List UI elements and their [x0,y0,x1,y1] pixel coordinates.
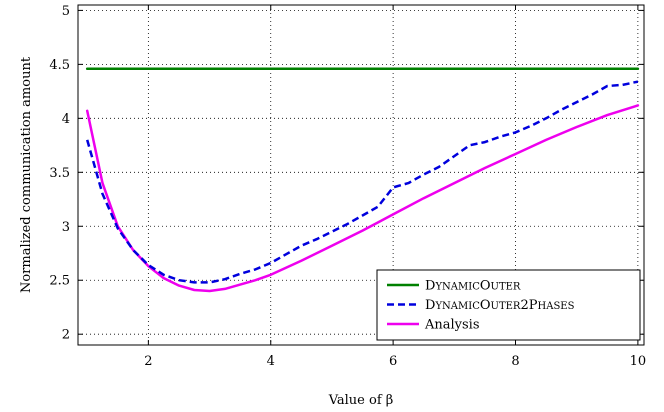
series-layer [85,67,640,293]
y-axis-label: Normalized communication amount [19,56,34,293]
legend-label: DYNAMICOUTER2PHASES [425,298,575,313]
plot-frame [77,4,645,346]
legend-box [376,269,641,341]
x-tick-label: 6 [389,354,397,369]
legend-label: DYNAMICOUTER [425,279,521,294]
legend-label: Analysis [424,318,480,333]
y-tick-label: 4 [62,112,70,127]
x-tick-label: 8 [511,354,519,369]
y-tick-label: 3.5 [49,166,70,181]
x-tick-label: 4 [267,354,275,369]
tick-layer: 2 4 6 8 10 2 2.5 3 3.5 4 4.5 5 [49,4,646,369]
grid-layer [78,5,644,345]
x-tick-label: 2 [144,354,152,369]
x-axis-label: Value of β [328,393,394,408]
y-tick-label: 2 [62,328,70,343]
y-tick-label: 2.5 [49,274,70,289]
legend: DYNAMICOUTER DYNAMICOUTER2PHASES Analysis [376,269,641,341]
y-tick-label: 4.5 [49,58,70,73]
series-line-dynamicouter2phases [85,80,639,284]
x-tick-label: 10 [630,354,647,369]
y-tick-label: 5 [62,4,70,19]
y-tick-label: 3 [62,220,70,235]
series-line-analysis [85,104,640,293]
